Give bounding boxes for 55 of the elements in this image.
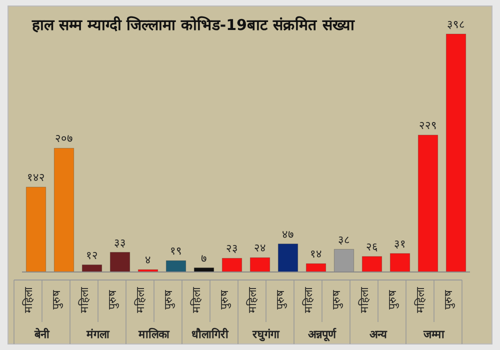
data-label: ३३ — [114, 236, 126, 250]
bar — [306, 263, 326, 272]
x-tick-label: महिला — [78, 287, 91, 313]
bar — [334, 249, 354, 272]
data-label: ३९८ — [447, 18, 465, 31]
text: जम्मा — [422, 328, 446, 341]
data-label: ४ — [145, 254, 151, 267]
text: मंगला — [86, 328, 110, 341]
data-label: २३ — [226, 242, 238, 256]
data-label: १४ — [310, 248, 322, 261]
text: अन्नपूर्ण — [308, 327, 337, 342]
x-tick-label: पुरुष — [218, 290, 231, 310]
bar — [446, 34, 466, 272]
data-label: ३१ — [394, 237, 406, 250]
bar — [166, 260, 186, 272]
bar — [362, 256, 382, 272]
text: मालिका — [138, 327, 170, 341]
data-label: २२९ — [419, 119, 437, 132]
x-tick-label: महिला — [134, 287, 147, 313]
x-tick-label: पुरुष — [106, 290, 119, 310]
data-label: २०७ — [55, 132, 73, 146]
data-label: २४ — [254, 242, 266, 255]
text: रघुगंगा — [252, 328, 280, 342]
bar — [250, 257, 270, 272]
data-label: ७ — [201, 252, 207, 265]
x-tick-label: पुरुष — [162, 290, 175, 310]
data-label: २६ — [366, 240, 378, 254]
bar — [222, 258, 242, 272]
chart-title: हाल सम्म म्याग्दी जिल्लामा कोभिड-19बाट संक्रमित संख्या — [31, 16, 356, 34]
bar — [26, 186, 46, 272]
x-tick-label: पुरुष — [386, 290, 399, 310]
x-tick-label: महिला — [358, 287, 371, 313]
x-tick-label: पुरुष — [442, 290, 455, 310]
data-label: १९ — [170, 244, 182, 258]
data-label: ३८ — [338, 233, 350, 246]
bar — [82, 264, 102, 272]
bar — [54, 148, 74, 272]
x-tick-label: महिला — [22, 287, 35, 313]
bar — [110, 252, 130, 272]
x-tick-label: महिला — [246, 287, 259, 313]
x-tick-label: महिला — [190, 287, 203, 313]
x-tick-label: पुरुष — [330, 290, 343, 310]
x-tick-label: पुरुष — [274, 290, 287, 310]
text: बेनी — [34, 327, 50, 341]
data-label: १२ — [86, 248, 98, 262]
text: धौलागिरी — [192, 327, 230, 341]
bar — [278, 244, 298, 272]
x-tick-label: महिला — [302, 287, 315, 313]
bar — [390, 253, 410, 272]
data-label: ४७ — [282, 228, 294, 241]
data-label: १४२ — [27, 171, 45, 184]
bar — [418, 134, 438, 272]
x-tick-label: महिला — [414, 287, 427, 313]
x-tick-label: पुरुष — [50, 290, 63, 310]
text: अन्य — [370, 328, 388, 341]
